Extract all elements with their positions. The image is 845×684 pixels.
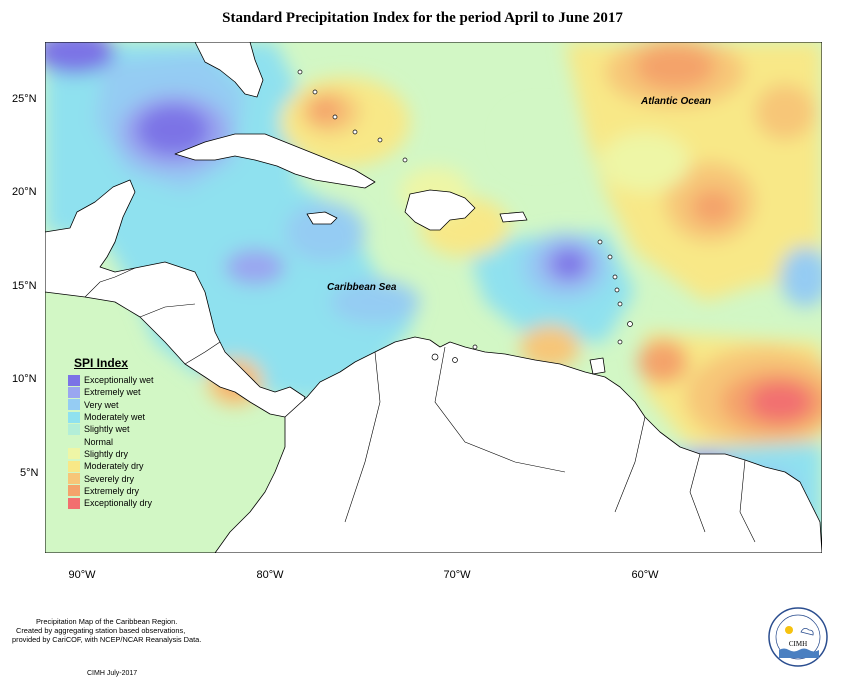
legend-label: Slightly wet — [84, 424, 130, 435]
legend-item: Moderately dry — [68, 460, 178, 472]
legend-label: Exceptionally wet — [84, 375, 154, 386]
y-tick-15n: 15°N — [12, 280, 37, 292]
legend-label: Extremely wet — [84, 387, 141, 398]
legend-swatch — [68, 485, 80, 497]
y-tick-25n: 25°N — [12, 93, 37, 105]
y-tick-5n: 5°N — [20, 467, 39, 479]
atlantic-ocean-label: Atlantic Ocean — [640, 96, 711, 107]
legend-item: Normal — [68, 435, 178, 448]
legend-item: Extremely wet — [68, 386, 178, 398]
legend-item: Exceptionally dry — [68, 497, 178, 509]
legend-swatch — [68, 374, 80, 386]
legend-item: Extremely dry — [68, 485, 178, 497]
legend-label: Moderately dry — [84, 461, 144, 472]
legend-label: Normal — [84, 436, 114, 447]
legend-swatch — [68, 399, 80, 411]
wave-icon — [779, 648, 819, 658]
footer-line: Precipitation Map of the Caribbean Regio… — [36, 617, 178, 626]
legend-label: Slightly dry — [84, 448, 129, 459]
legend-swatch — [68, 497, 80, 509]
legend-label: Severely dry — [84, 473, 135, 484]
legend-item: Moderately wet — [68, 411, 178, 423]
legend-item: Exceptionally wet — [68, 374, 178, 386]
y-tick-20n: 20°N — [12, 186, 37, 198]
map-title: Standard Precipitation Index for the per… — [222, 10, 623, 26]
caribbean-sea-label: Caribbean Sea — [327, 282, 397, 293]
legend-swatch — [68, 411, 80, 423]
legend-item: Slightly dry — [68, 448, 178, 460]
legend-swatch — [68, 436, 80, 448]
legend-label: Exceptionally dry — [84, 498, 153, 509]
x-tick-70w: 70°W — [443, 569, 471, 581]
x-tick-60w: 60°W — [631, 569, 659, 581]
footer-line: Created by aggregating station based obs… — [16, 626, 186, 635]
spi-legend: SPI Index Exceptionally wet Extremely we… — [68, 356, 178, 509]
sun-icon — [785, 626, 793, 634]
y-tick-10n: 10°N — [12, 373, 37, 385]
x-tick-90w: 90°W — [68, 569, 96, 581]
legend-label: Moderately wet — [84, 412, 146, 423]
footer-line: provided by CariCOF, with NCEP/NCAR Rean… — [12, 635, 202, 644]
legend-swatch — [68, 473, 80, 485]
legend-swatch — [68, 460, 80, 472]
legend-label: Very wet — [84, 399, 119, 410]
legend-item: Very wet — [68, 399, 178, 411]
legend-item: Severely dry — [68, 472, 178, 485]
legend-swatch — [68, 386, 80, 398]
logo-text: CIMH — [789, 640, 807, 648]
footer-date: CIMH July-2017 — [87, 670, 138, 677]
legend-swatch — [68, 448, 80, 460]
cimh-logo: CIMH — [768, 607, 828, 667]
cloud-icon — [800, 628, 814, 636]
x-tick-80w: 80°W — [256, 569, 284, 581]
spi-map: Atlantic Ocean Caribbean Sea — [45, 42, 822, 553]
footer-notes: Precipitation Map of the Caribbean Regio… — [12, 617, 201, 644]
legend-swatch — [68, 423, 80, 435]
legend-item: Slightly wet — [68, 423, 178, 435]
legend-label: Extremely dry — [84, 485, 140, 496]
legend-title: SPI Index — [74, 356, 129, 370]
